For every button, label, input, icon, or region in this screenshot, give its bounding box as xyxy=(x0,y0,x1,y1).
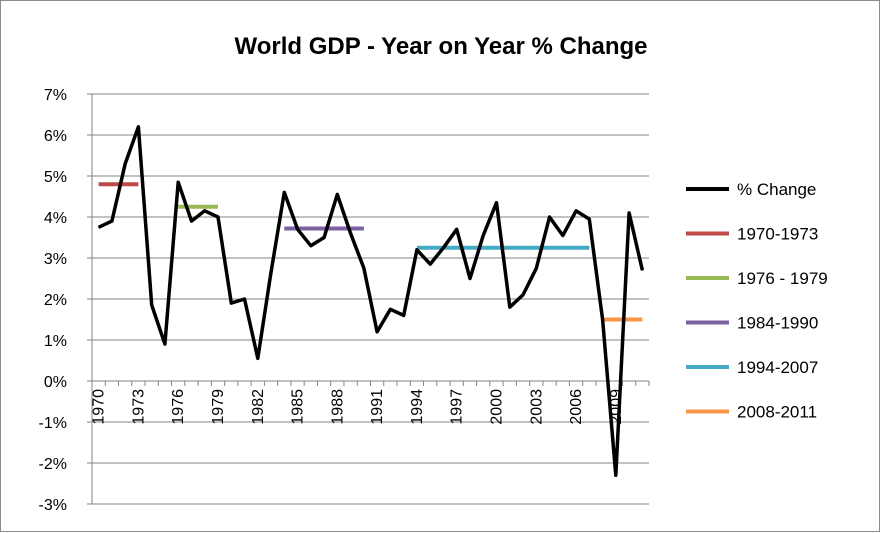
data-point xyxy=(442,247,444,249)
data-point xyxy=(283,191,285,193)
data-point xyxy=(164,343,166,345)
x-tick-label: 1991 xyxy=(369,389,386,425)
data-point xyxy=(495,202,497,204)
x-tick-label: 2003 xyxy=(528,389,545,425)
data-point xyxy=(549,216,551,218)
data-point xyxy=(562,234,564,236)
data-point xyxy=(628,212,630,214)
data-point xyxy=(204,210,206,212)
data-point xyxy=(535,267,537,269)
data-point xyxy=(111,220,113,222)
data-point xyxy=(376,331,378,333)
data-point xyxy=(98,226,100,228)
x-tick-label: 1979 xyxy=(210,389,227,425)
data-point xyxy=(244,298,246,300)
data-point xyxy=(509,306,511,308)
data-point xyxy=(403,314,405,316)
data-point xyxy=(230,302,232,304)
data-point xyxy=(389,308,391,310)
y-tick-label: 4% xyxy=(44,210,67,227)
y-tick-label: 0% xyxy=(44,374,67,391)
data-point xyxy=(124,163,126,165)
data-point xyxy=(641,269,643,271)
data-point xyxy=(575,210,577,212)
y-tick-label: -1% xyxy=(39,415,67,432)
legend-label: 2008-2011 xyxy=(737,403,817,422)
data-point xyxy=(190,220,192,222)
legend: % Change 1970-1973 1976 - 1979 1984-1990 199… xyxy=(686,180,828,422)
y-tick-label: 3% xyxy=(44,251,67,268)
data-point xyxy=(151,304,153,306)
data-point xyxy=(336,193,338,195)
legend-label: % Change xyxy=(737,180,816,199)
y-tick-label: -3% xyxy=(39,497,67,514)
x-tick-label: 1973 xyxy=(130,389,147,425)
data-point xyxy=(270,271,272,273)
y-tick-label: 6% xyxy=(44,128,67,145)
data-point xyxy=(257,357,259,359)
data-point xyxy=(217,216,219,218)
data-point xyxy=(177,181,179,183)
legend-label: 1976 - 1979 xyxy=(737,269,828,288)
legend-label: 1984-1990 xyxy=(737,314,818,333)
data-point xyxy=(429,263,431,265)
axes: 7% 6% 5% 4% 3% 2% 1% 0% -1% -2% -3% 1970 1973 1976 197… xyxy=(39,87,650,514)
series-lines xyxy=(97,125,645,478)
data-point xyxy=(416,249,418,251)
data-point xyxy=(137,126,139,128)
data-point xyxy=(615,474,617,476)
data-point xyxy=(350,232,352,234)
data-point xyxy=(323,237,325,238)
data-point xyxy=(588,218,590,220)
data-point xyxy=(310,245,312,247)
data-point xyxy=(522,294,524,296)
x-tick-label: 2006 xyxy=(568,389,585,425)
y-tick-label: 1% xyxy=(44,333,67,350)
y-tick-label: 5% xyxy=(44,169,67,186)
data-point xyxy=(469,278,471,279)
x-tick-label: 1982 xyxy=(250,389,267,425)
data-point xyxy=(297,228,299,230)
y-tick-label: -2% xyxy=(39,456,67,473)
x-tick-label: 1976 xyxy=(170,389,187,425)
x-tick-label: 2000 xyxy=(488,389,505,425)
y-tick-label: 2% xyxy=(44,292,67,309)
data-point xyxy=(363,267,365,269)
x-tick-label: 1988 xyxy=(329,389,346,425)
x-tick-label: 1994 xyxy=(409,389,426,425)
x-tick-label: 1970 xyxy=(91,389,108,425)
data-point xyxy=(456,228,458,230)
chart-title: World GDP - Year on Year % Change xyxy=(234,33,647,60)
x-tick-label: 1985 xyxy=(290,389,307,425)
legend-label: 1970-1973 xyxy=(737,225,818,244)
y-tick-label: 7% xyxy=(44,87,67,104)
legend-label: 1994-2007 xyxy=(737,358,818,377)
data-point xyxy=(602,319,604,320)
data-point xyxy=(482,234,484,236)
x-tick-label: 1997 xyxy=(449,389,466,425)
series-line-pct-change xyxy=(97,125,645,478)
